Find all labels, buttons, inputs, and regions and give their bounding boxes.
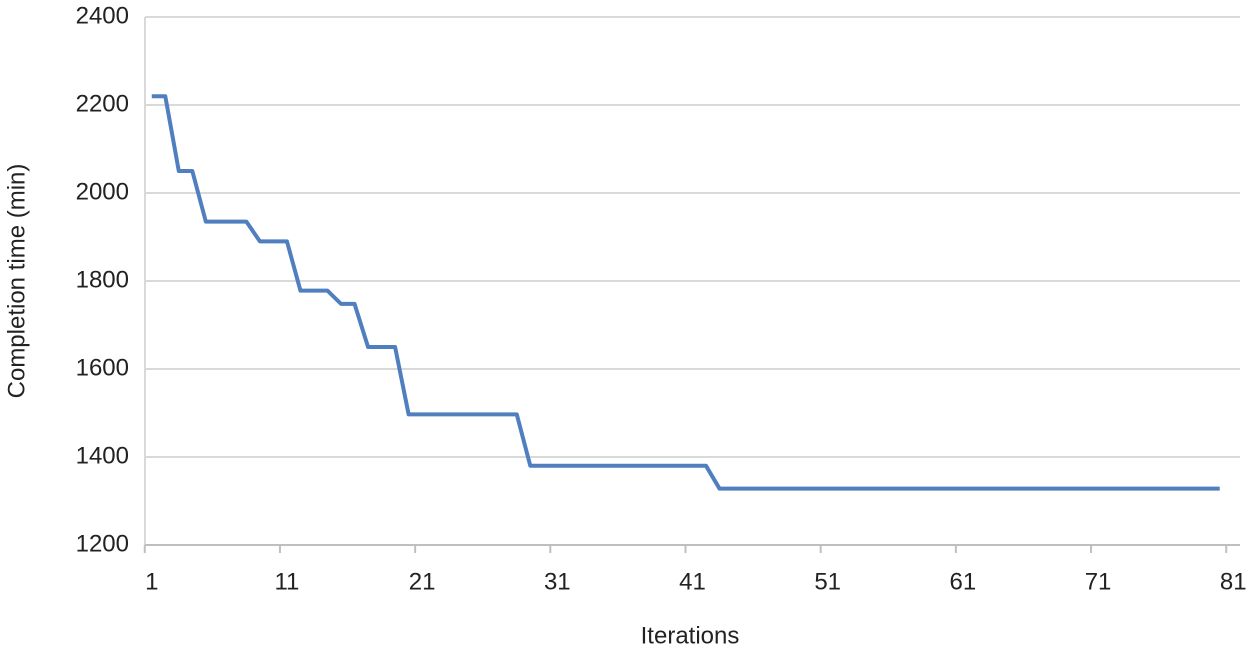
y-tick-label: 2200 <box>76 90 129 117</box>
x-tick-label: 41 <box>679 568 706 595</box>
x-tick-label: 51 <box>814 568 841 595</box>
y-tick-label: 1800 <box>76 266 129 293</box>
x-tick-label: 31 <box>544 568 571 595</box>
y-tick-label: 1200 <box>76 530 129 557</box>
y-tick-label: 1600 <box>76 354 129 381</box>
data-line <box>151 94 1220 491</box>
y-tick-label: 2400 <box>76 2 129 29</box>
x-tick-label: 81 <box>1220 568 1247 595</box>
y-tick-label: 1400 <box>76 442 129 469</box>
x-axis-label: Iterations <box>641 622 740 649</box>
x-tick-label: 21 <box>409 568 436 595</box>
x-tick-label: 1 <box>145 568 158 595</box>
x-tick-label: 11 <box>274 568 299 595</box>
y-tick-label: 2000 <box>76 178 129 205</box>
x-tick-label: 71 <box>1085 568 1112 595</box>
x-tick-label: 61 <box>950 568 977 595</box>
y-axis-label: Completion time (min) <box>3 164 30 399</box>
